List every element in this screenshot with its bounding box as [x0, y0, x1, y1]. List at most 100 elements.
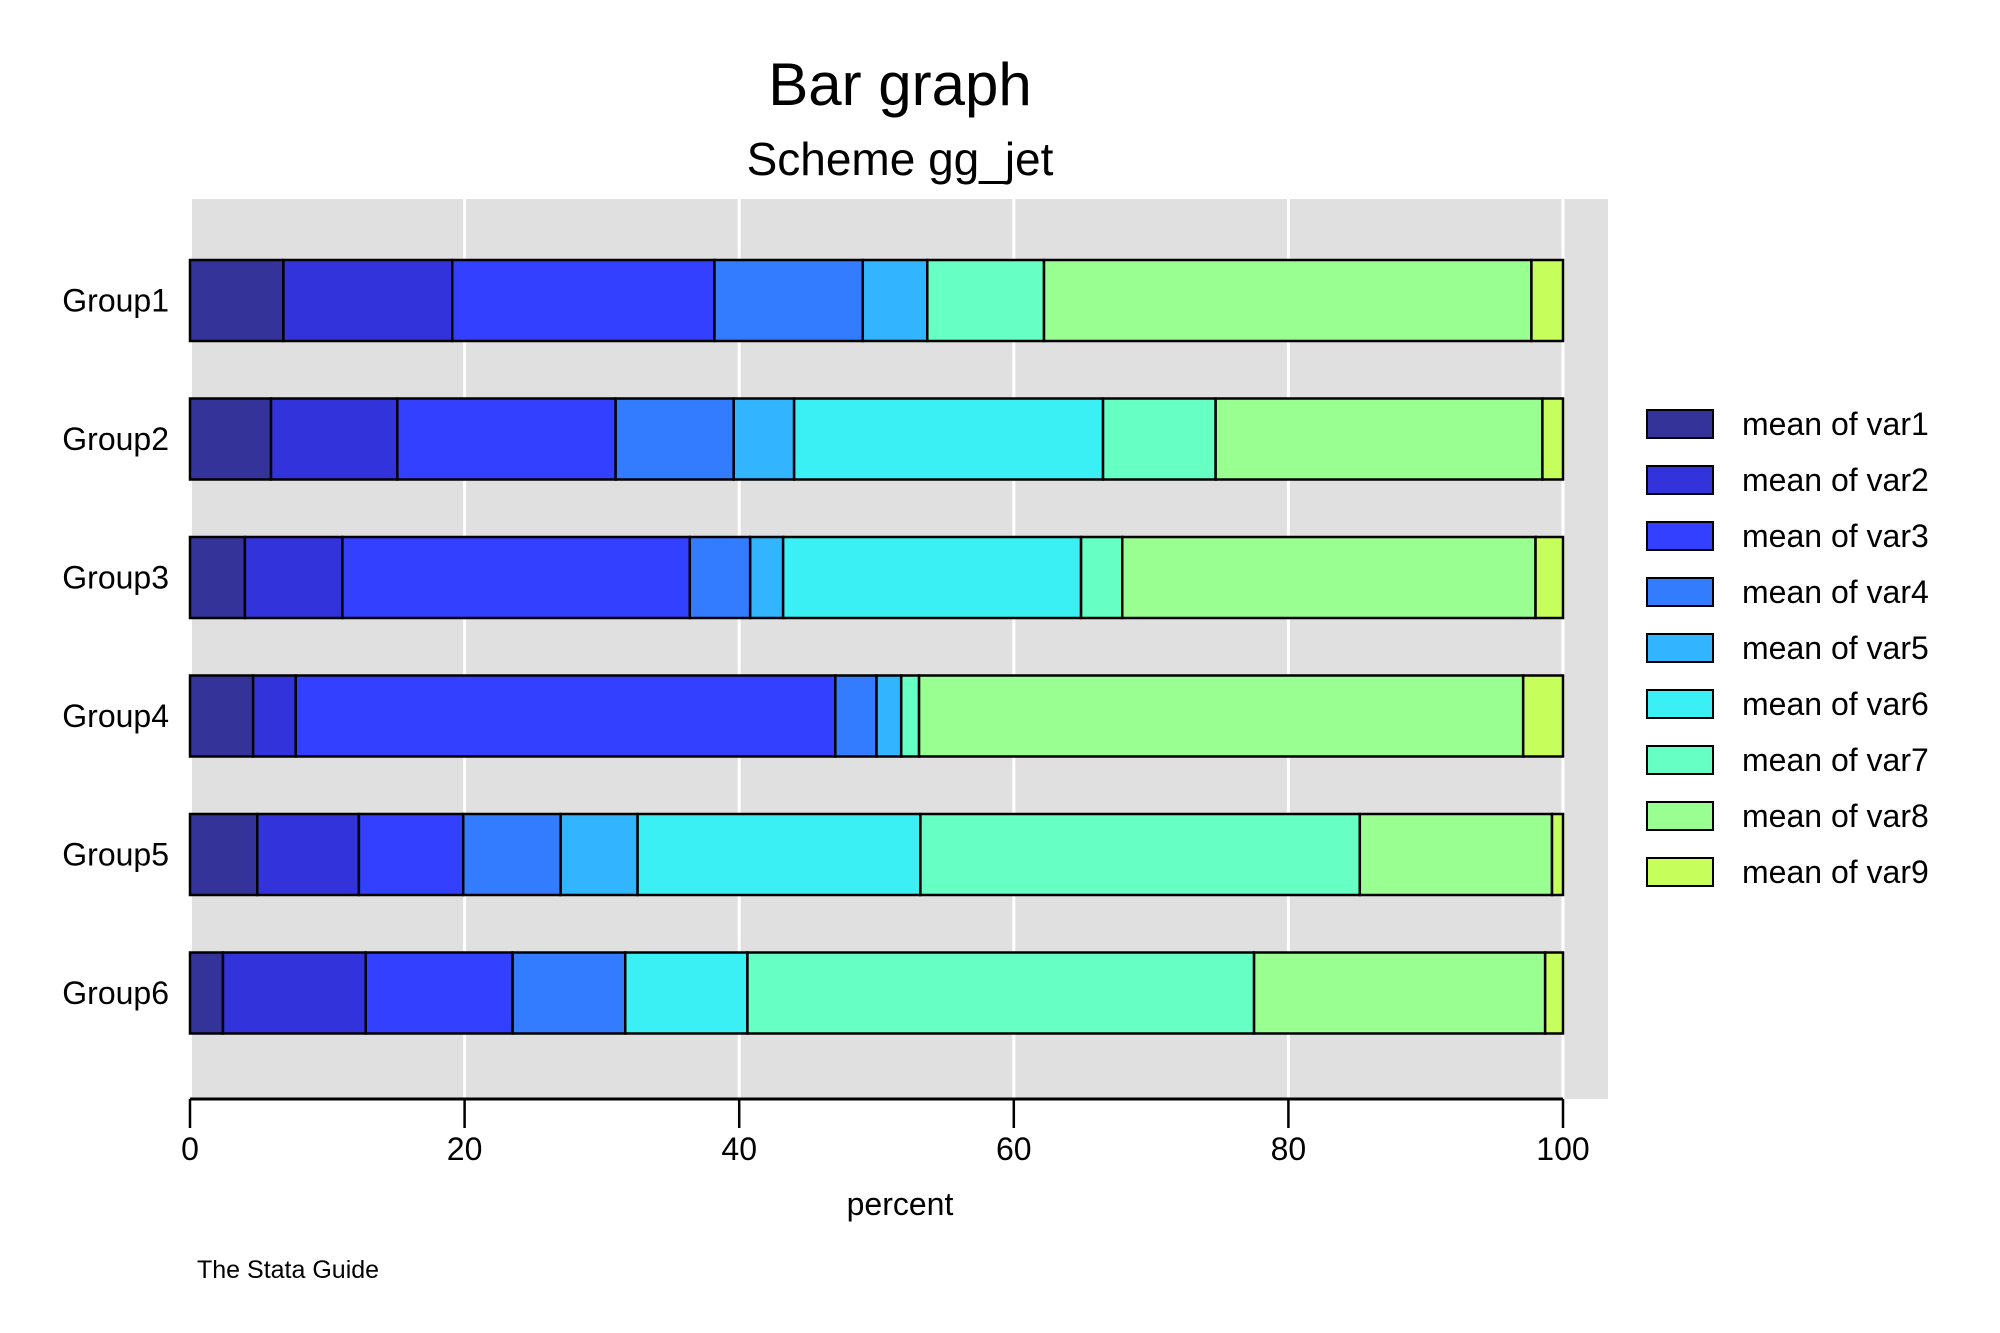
legend-item: mean of var8 [1646, 798, 1929, 834]
legend-swatch [1646, 689, 1714, 719]
legend-swatch [1646, 521, 1714, 551]
bar-segment-var1 [188, 535, 247, 620]
legend-swatch [1646, 801, 1714, 831]
bar-segment-var3 [341, 535, 692, 620]
bar-group-group6 [188, 951, 1565, 1035]
bar-segment-var7 [1101, 397, 1217, 481]
x-axis: 0 20 40 60 80 100 [181, 1097, 1590, 1167]
legend-swatch [1646, 633, 1714, 663]
bars [188, 258, 1565, 1035]
bar-segment-var1 [188, 397, 273, 481]
legend-label: mean of var9 [1742, 854, 1929, 890]
category-label: Group4 [62, 698, 169, 734]
legend-item: mean of var9 [1646, 854, 1929, 890]
x-tick-label: 20 [447, 1131, 483, 1167]
bar-segment-var5 [861, 258, 929, 343]
bar-segment-var7 [746, 951, 1256, 1035]
x-tick-label: 100 [1536, 1131, 1589, 1167]
category-label: Group5 [62, 837, 169, 873]
bar-segment-var2 [282, 258, 454, 343]
category-label: Group6 [62, 975, 169, 1011]
bar-segment-var9 [1534, 535, 1565, 620]
bar-segment-var9 [1550, 812, 1565, 897]
bar-segment-var2 [251, 674, 297, 758]
bar-segment-var5 [875, 674, 903, 758]
bar-segment-var8 [917, 674, 1525, 758]
legend-item: mean of var1 [1646, 406, 1929, 442]
legend-label: mean of var5 [1742, 630, 1929, 666]
bar-segment-var6 [636, 812, 922, 897]
bar-segment-var4 [461, 812, 562, 897]
bar-segment-var3 [294, 674, 837, 758]
legend-label: mean of var3 [1742, 518, 1929, 554]
bar-segment-var2 [243, 535, 344, 620]
bar-group-group4 [188, 674, 1565, 758]
category-label: Group3 [62, 560, 169, 596]
chart-subtitle: Scheme gg_jet [747, 133, 1054, 185]
bar-segment-var3 [450, 258, 716, 343]
bar-segment-var5 [732, 397, 796, 481]
legend-item: mean of var4 [1646, 574, 1929, 610]
bar-segment-var4 [834, 674, 878, 758]
bar-segment-var7 [1079, 535, 1124, 620]
bar-segment-var1 [188, 812, 259, 897]
legend-item: mean of var6 [1646, 686, 1929, 722]
legend-label: mean of var6 [1742, 686, 1929, 722]
chart-title: Bar graph [768, 51, 1032, 118]
bar-segment-var7 [899, 674, 921, 758]
legend-label: mean of var8 [1742, 798, 1929, 834]
bar-segment-var5 [748, 535, 785, 620]
bar-segment-var8 [1358, 812, 1554, 897]
category-labels: Group1 Group2 Group3 Group4 Group5 Group6 [62, 283, 169, 1012]
bar-segment-var3 [396, 397, 617, 481]
bar-segment-var4 [511, 951, 627, 1035]
legend-swatch [1646, 409, 1714, 439]
legend: mean of var1 mean of var2 mean of var3 mean… [1646, 406, 1929, 890]
bar-segment-var7 [919, 812, 1362, 897]
bar-segment-var9 [1543, 951, 1565, 1035]
legend-swatch [1646, 745, 1714, 775]
bar-segment-var9 [1530, 258, 1565, 343]
chart-note: The Stata Guide [197, 1256, 379, 1284]
legend-label: mean of var1 [1742, 406, 1929, 442]
legend-label: mean of var7 [1742, 742, 1929, 778]
bar-segment-var3 [364, 951, 514, 1035]
bar-segment-var1 [188, 258, 285, 343]
bar-group-group1 [188, 258, 1565, 343]
legend-label: mean of var4 [1742, 574, 1929, 610]
gridlines [463, 199, 1565, 1099]
bar-group-group5 [188, 812, 1565, 897]
bar-segment-var9 [1541, 397, 1565, 481]
legend-item: mean of var5 [1646, 630, 1929, 666]
bar-group-group2 [188, 397, 1565, 481]
bar-segment-var8 [1252, 951, 1547, 1035]
bar-segment-var2 [221, 951, 367, 1035]
x-tick-label: 60 [996, 1131, 1032, 1167]
bar-segment-var2 [269, 397, 399, 481]
bar-segment-var6 [792, 397, 1105, 481]
category-label: Group2 [62, 421, 169, 457]
bar-segment-var4 [713, 258, 865, 343]
legend-item: mean of var7 [1646, 742, 1929, 778]
bar-segment-var5 [559, 812, 639, 897]
bar-segment-var4 [614, 397, 735, 481]
bar-segment-var6 [623, 951, 749, 1035]
category-label: Group1 [62, 283, 169, 319]
legend-swatch [1646, 857, 1714, 887]
bar-segment-var6 [781, 535, 1083, 620]
legend-item: mean of var3 [1646, 518, 1929, 554]
legend-swatch [1646, 465, 1714, 495]
bar-segment-var8 [1042, 258, 1533, 343]
bar-segment-var8 [1121, 535, 1537, 620]
legend-item: mean of var2 [1646, 462, 1929, 498]
legend-swatch [1646, 577, 1714, 607]
bar-group-group3 [188, 535, 1565, 620]
bar-segment-var4 [688, 535, 752, 620]
x-tick-label: 0 [181, 1131, 199, 1167]
bar-segment-var1 [188, 951, 225, 1035]
x-axis-label: percent [847, 1186, 954, 1222]
bar-segment-var1 [188, 674, 255, 758]
bar-segment-var9 [1521, 674, 1565, 758]
plot-area [192, 199, 1608, 1099]
